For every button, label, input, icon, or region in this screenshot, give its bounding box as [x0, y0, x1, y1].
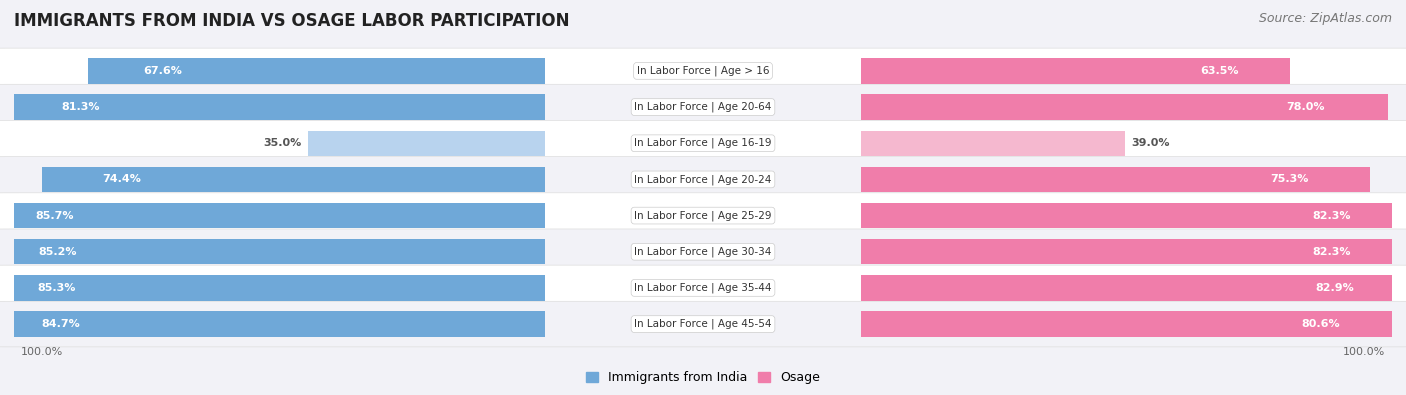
Text: In Labor Force | Age 16-19: In Labor Force | Age 16-19: [634, 138, 772, 149]
Text: 35.0%: 35.0%: [263, 138, 301, 148]
FancyBboxPatch shape: [0, 265, 1406, 311]
Text: 85.3%: 85.3%: [38, 283, 76, 293]
Text: 63.5%: 63.5%: [1201, 66, 1239, 76]
Text: 82.3%: 82.3%: [1312, 247, 1350, 257]
Text: In Labor Force | Age 20-24: In Labor Force | Age 20-24: [634, 174, 772, 185]
Text: 100.0%: 100.0%: [21, 346, 63, 357]
Text: 75.3%: 75.3%: [1271, 175, 1309, 184]
FancyBboxPatch shape: [0, 120, 1406, 166]
Bar: [0, 275, 544, 301]
Bar: [0, 239, 544, 264]
Legend: Immigrants from India, Osage: Immigrants from India, Osage: [581, 367, 825, 389]
Text: 100.0%: 100.0%: [1343, 346, 1385, 357]
Text: 85.7%: 85.7%: [35, 211, 75, 220]
Bar: [89, 58, 544, 84]
Bar: [0, 311, 544, 337]
Text: In Labor Force | Age > 16: In Labor Force | Age > 16: [637, 66, 769, 76]
Bar: [42, 167, 544, 192]
Bar: [308, 131, 544, 156]
Text: 78.0%: 78.0%: [1286, 102, 1324, 112]
Text: 85.2%: 85.2%: [38, 247, 77, 257]
Bar: [862, 239, 1406, 264]
Text: In Labor Force | Age 20-64: In Labor Force | Age 20-64: [634, 102, 772, 112]
Bar: [862, 131, 1125, 156]
Text: In Labor Force | Age 30-34: In Labor Force | Age 30-34: [634, 246, 772, 257]
Text: 84.7%: 84.7%: [41, 319, 80, 329]
Text: 80.6%: 80.6%: [1302, 319, 1340, 329]
Text: 67.6%: 67.6%: [143, 66, 181, 76]
FancyBboxPatch shape: [0, 301, 1406, 347]
FancyBboxPatch shape: [0, 84, 1406, 130]
Text: In Labor Force | Age 35-44: In Labor Force | Age 35-44: [634, 283, 772, 293]
Text: 82.9%: 82.9%: [1315, 283, 1354, 293]
Text: Source: ZipAtlas.com: Source: ZipAtlas.com: [1258, 12, 1392, 25]
FancyBboxPatch shape: [0, 229, 1406, 275]
Text: IMMIGRANTS FROM INDIA VS OSAGE LABOR PARTICIPATION: IMMIGRANTS FROM INDIA VS OSAGE LABOR PAR…: [14, 12, 569, 30]
Bar: [862, 275, 1406, 301]
Text: In Labor Force | Age 25-29: In Labor Force | Age 25-29: [634, 210, 772, 221]
FancyBboxPatch shape: [0, 157, 1406, 202]
Text: 39.0%: 39.0%: [1132, 138, 1170, 148]
FancyBboxPatch shape: [0, 48, 1406, 94]
Bar: [862, 311, 1406, 337]
FancyBboxPatch shape: [0, 193, 1406, 238]
Bar: [0, 94, 544, 120]
Text: 82.3%: 82.3%: [1312, 211, 1350, 220]
Text: In Labor Force | Age 45-54: In Labor Force | Age 45-54: [634, 319, 772, 329]
Text: 81.3%: 81.3%: [62, 102, 100, 112]
Bar: [0, 203, 544, 228]
Bar: [862, 203, 1406, 228]
Bar: [862, 58, 1291, 84]
Bar: [862, 167, 1369, 192]
Text: 74.4%: 74.4%: [103, 175, 142, 184]
Bar: [862, 94, 1388, 120]
